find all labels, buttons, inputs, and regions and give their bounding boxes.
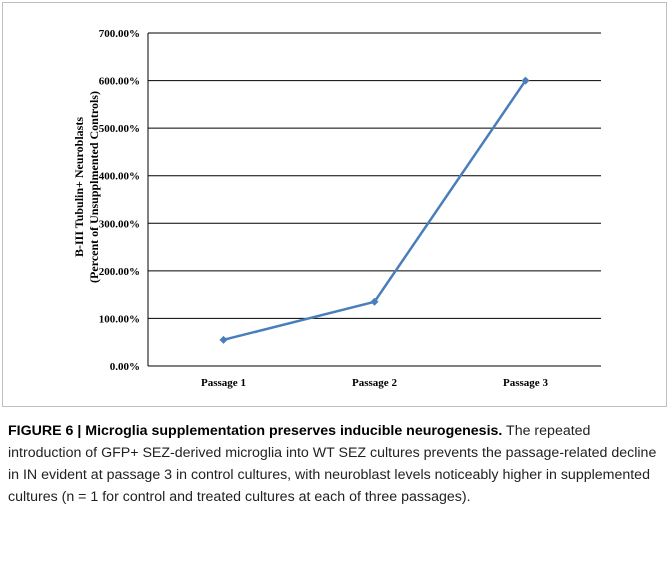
y-tick-label: 100.00% [99, 313, 140, 325]
data-point [219, 335, 228, 344]
y-tick-label: 400.00% [99, 171, 140, 183]
figure-frame: B-III Tubulin+ Neuroblasts (Percent of U… [2, 2, 667, 407]
chart: B-III Tubulin+ Neuroblasts (Percent of U… [72, 28, 601, 389]
caption-text: The repeated introduction of GFP+ SEZ-de… [8, 423, 657, 505]
y-tick-label: 500.00% [99, 123, 140, 135]
y-tick-label: 300.00% [99, 218, 140, 230]
y-axis-label: B-III Tubulin+ Neuroblasts [72, 117, 86, 257]
y-tick-label: 200.00% [99, 266, 140, 278]
caption-title: FIGURE 6 | Microglia supplementation pre… [8, 423, 503, 439]
y-tick-label: 600.00% [99, 76, 140, 88]
x-tick-label: Passage 1 [201, 377, 246, 389]
caption: FIGURE 6 | Microglia supplementation pre… [8, 420, 663, 508]
data-point [521, 76, 530, 85]
y-tick-label: 0.00% [110, 361, 140, 373]
y-axis-label: (Percent of Unsupplmented Controls) [87, 91, 101, 283]
y-tick-label: 700.00% [99, 28, 140, 40]
data-point [370, 297, 379, 306]
x-tick-label: Passage 3 [503, 377, 548, 389]
x-tick-label: Passage 2 [352, 377, 397, 389]
